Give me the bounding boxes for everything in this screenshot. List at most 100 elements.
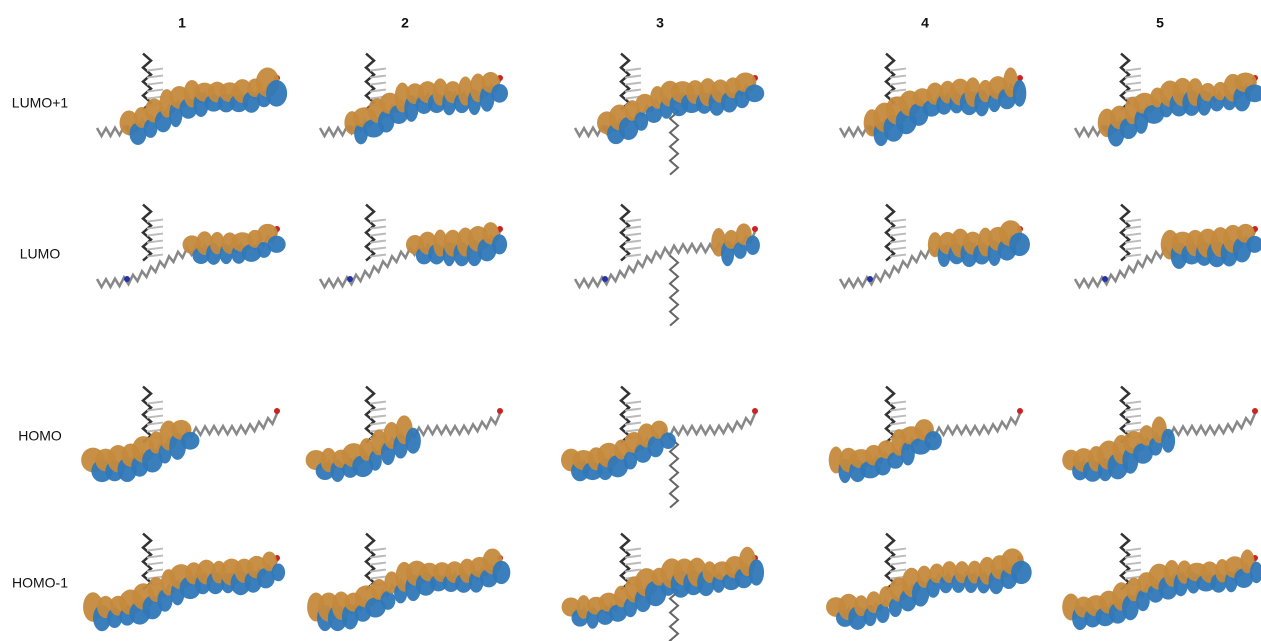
- hydrogen: [1125, 402, 1141, 404]
- orbital-lobe: [1013, 80, 1026, 107]
- oxygen: [752, 408, 758, 414]
- molecule: [1075, 205, 1261, 288]
- molecule: [829, 387, 1023, 484]
- molecule: [1075, 54, 1261, 147]
- hydrogen: [890, 549, 906, 551]
- hydrogen: [890, 69, 906, 71]
- alkyl-chain: [1121, 205, 1129, 261]
- hydrogen: [1125, 416, 1141, 418]
- nitrogen: [1102, 276, 1108, 282]
- orbital-lobe: [266, 80, 287, 107]
- hydrogen: [147, 83, 163, 85]
- orbital-lobe: [272, 564, 285, 582]
- molecule: [826, 534, 1032, 630]
- hydrogen: [370, 563, 386, 565]
- molecule: [81, 387, 280, 483]
- hydrogen: [890, 83, 906, 85]
- column-header: 2: [401, 15, 409, 31]
- nitrogen: [602, 276, 608, 282]
- molecule-cells: [81, 54, 1261, 641]
- orbital-lobe: [1009, 233, 1030, 257]
- hydrogen: [890, 220, 906, 222]
- hydrogen: [625, 402, 641, 404]
- nitrogen: [124, 276, 130, 282]
- hydrogen: [147, 402, 163, 404]
- orbital-lobe: [381, 591, 396, 610]
- molecule: [306, 387, 503, 482]
- alkyl-chain: [366, 387, 374, 443]
- hydrogen: [370, 234, 386, 236]
- nitrogen: [867, 276, 873, 282]
- hydrogen: [370, 577, 386, 579]
- hydrogen: [625, 248, 641, 250]
- molecule: [97, 205, 286, 288]
- alkyl-chain: [886, 387, 894, 443]
- hydrogen: [370, 549, 386, 551]
- hydrogen: [625, 69, 641, 71]
- hydrogen: [147, 549, 163, 551]
- column-header: 5: [1156, 15, 1164, 31]
- row-label: HOMO-1: [12, 575, 68, 591]
- orbital-lobe: [181, 432, 200, 450]
- orbital-lobe: [749, 559, 764, 585]
- orbital-lobe: [660, 433, 676, 449]
- row-label: LUMO: [20, 246, 61, 262]
- orbital-lobe: [746, 235, 760, 254]
- alkyl-chain: [366, 534, 374, 590]
- hydrogen: [370, 83, 386, 85]
- hydrogen: [370, 220, 386, 222]
- molecule: [840, 205, 1030, 288]
- hydrogen: [625, 220, 641, 222]
- oxygen: [274, 408, 280, 414]
- alkyl-chain: [366, 205, 374, 261]
- orbital-lobe: [1161, 429, 1175, 453]
- orbital-lobe: [924, 431, 941, 450]
- hydrogen: [890, 402, 906, 404]
- hydrogen: [147, 248, 163, 250]
- hydrogen: [370, 248, 386, 250]
- hydrogen: [1125, 69, 1141, 71]
- hydrogen: [890, 234, 906, 236]
- molecule: [561, 387, 758, 508]
- hydrogen: [1125, 248, 1141, 250]
- hydrogen: [1125, 83, 1141, 85]
- alkyl-chain: [143, 387, 151, 443]
- hydrogen: [147, 234, 163, 236]
- orbital-lobe: [492, 561, 510, 584]
- hydrogen: [890, 416, 906, 418]
- orbital-lobe: [491, 84, 508, 103]
- hydrogen: [147, 416, 163, 418]
- page: 12345LUMO+1LUMOHOMOHOMO-1 (() => { const…: [0, 0, 1261, 641]
- hydrogen: [1125, 549, 1141, 551]
- alkyl-chain: [621, 205, 629, 261]
- alkyl-chain: [886, 205, 894, 261]
- row-label: LUMO+1: [12, 95, 69, 111]
- molecule: [97, 54, 287, 145]
- hydrogen: [890, 248, 906, 250]
- orbital-figure: 1 2 3 4 5 LUMO+1 LUMO HOMO HOMO-1: [0, 0, 1261, 641]
- orbital-lobe: [267, 236, 285, 253]
- molecule: [1062, 534, 1261, 631]
- hydrogen: [625, 549, 641, 551]
- oxygen: [1017, 408, 1023, 414]
- molecule: [562, 534, 765, 641]
- hydrogen: [370, 69, 386, 71]
- column-header: 4: [921, 15, 929, 31]
- hydrogen: [1125, 234, 1141, 236]
- orbital-lobe: [406, 428, 421, 454]
- hydrogen: [625, 234, 641, 236]
- column-header: 3: [656, 15, 664, 31]
- alkyl-chain: [621, 387, 629, 443]
- hydrogen: [625, 83, 641, 85]
- column-header: 1: [178, 15, 186, 31]
- hydrogen: [1125, 220, 1141, 222]
- alkyl-chain: [621, 54, 629, 110]
- molecule: [320, 205, 507, 288]
- hydrogen: [625, 563, 641, 565]
- hydrogen: [370, 416, 386, 418]
- orbital-lobe: [1011, 561, 1032, 584]
- molecule: [575, 54, 764, 175]
- row-label: HOMO: [18, 428, 62, 444]
- orbital-lobe: [492, 234, 507, 254]
- hydrogen: [147, 220, 163, 222]
